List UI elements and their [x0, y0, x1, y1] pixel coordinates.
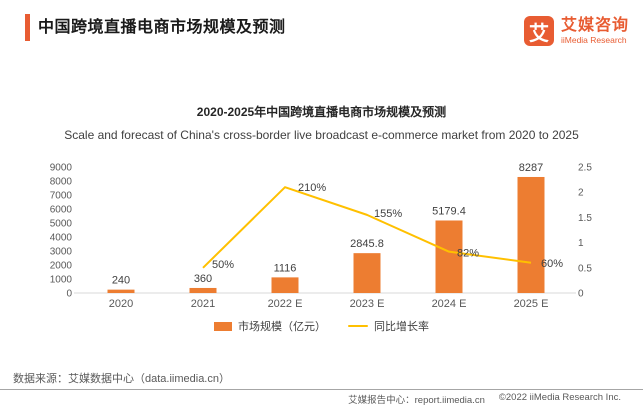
- left-axis-tick: 8000: [50, 177, 73, 188]
- left-axis-tick: 0: [66, 289, 72, 300]
- x-axis-label: 2023 E: [350, 298, 385, 310]
- growth-rate-label: 50%: [212, 259, 234, 271]
- report-center-link: 艾媒报告中心：report.iimedia.cn: [348, 395, 485, 406]
- chart-legend: 市场规模（亿元） 同比增长率: [0, 318, 643, 334]
- left-axis-tick: 7000: [50, 191, 73, 202]
- left-axis-tick: 9000: [50, 163, 73, 174]
- right-axis-tick: 2.5: [578, 163, 592, 174]
- line-legend-swatch: [348, 324, 368, 328]
- footer-bottom-bar: 艾媒报告中心：report.iimedia.cn ©2022 iiMedia R…: [348, 392, 621, 406]
- combo-chart: 0 1000 2000 3000 4000 5000 6000 7000 8000 9000 0 0.…: [50, 162, 593, 310]
- right-axis-tick: 1: [578, 238, 584, 249]
- bar-value-label: 1116: [274, 262, 297, 274]
- x-axis-label: 2022 E: [268, 298, 303, 310]
- x-axis-label: 2024 E: [432, 298, 467, 310]
- left-axis-tick: 4000: [50, 233, 73, 244]
- growth-rate-label: 60%: [541, 258, 563, 270]
- bar-legend-swatch: [214, 321, 232, 331]
- bar-value-label: 8287: [519, 162, 543, 174]
- x-axis-label: 2020: [109, 298, 133, 310]
- bar-value-label: 240: [112, 275, 130, 287]
- x-axis-label: 2021: [191, 298, 215, 310]
- market-scale-bar: [353, 253, 381, 293]
- growth-rate-label: 155%: [374, 208, 402, 220]
- left-axis-tick: 2000: [50, 261, 73, 272]
- growth-rate-line: [202, 186, 532, 269]
- market-scale-bar: [517, 176, 545, 293]
- bar-value-label: 5179.4: [432, 205, 466, 217]
- bar-legend-label: 市场规模（亿元）: [238, 321, 326, 333]
- left-axis-tick: 6000: [50, 205, 73, 216]
- title-accent-bar: [25, 14, 30, 41]
- left-axis-tick: 5000: [50, 219, 73, 230]
- right-axis-tick: 2: [578, 188, 584, 199]
- x-axis-label: 2025 E: [514, 298, 549, 310]
- growth-rate-label: 210%: [298, 182, 326, 194]
- page-title: 中国跨境直播电商市场规模及预测: [38, 19, 286, 36]
- right-axis-tick: 0: [578, 289, 584, 300]
- logo-text: 艾媒咨询 iiMedia Research: [561, 17, 629, 45]
- chart-section: 2020-2025年中国跨境直播电商市场规模及预测 Scale and fore…: [0, 103, 643, 334]
- left-axis-tick: 1000: [50, 275, 73, 286]
- left-axis-tick: 3000: [50, 247, 73, 258]
- line-legend-label: 同比增长率: [374, 321, 429, 333]
- logo-icon-glyph: 艾: [528, 22, 549, 45]
- market-scale-bar: [189, 287, 217, 293]
- bar-value-label: 360: [194, 273, 212, 285]
- right-axis-tick: 0.5: [578, 263, 592, 274]
- growth-rate-label: 82%: [457, 248, 479, 260]
- logo-name-en: iiMedia Research: [560, 35, 627, 45]
- footer-divider: [0, 389, 643, 390]
- iimedia-logo: 艾 艾媒咨询 iiMedia Research: [523, 13, 629, 46]
- right-axis-tick: 1.5: [578, 213, 592, 224]
- market-scale-bar: [107, 289, 135, 293]
- chart-title: 2020-2025年中国跨境直播电商市场规模及预测: [196, 105, 447, 119]
- copyright-text: ©2022 iiMedia Research Inc.: [498, 392, 621, 403]
- logo-name-cn: 艾媒咨询: [560, 17, 629, 34]
- iimedia-logo-icon: 艾: [523, 16, 554, 46]
- market-scale-bar: [271, 277, 299, 293]
- market-scale-bar: [435, 220, 463, 293]
- data-source-note: 数据来源：艾媒数据中心（data.iimedia.cn）: [13, 373, 230, 385]
- bar-value-label: 2845.8: [350, 238, 384, 250]
- report-header: 中国跨境直播电商市场规模及预测 艾 艾媒咨询 iiMedia Research: [0, 0, 643, 46]
- chart-subtitle: Scale and forecast of China's cross-bord…: [64, 128, 579, 142]
